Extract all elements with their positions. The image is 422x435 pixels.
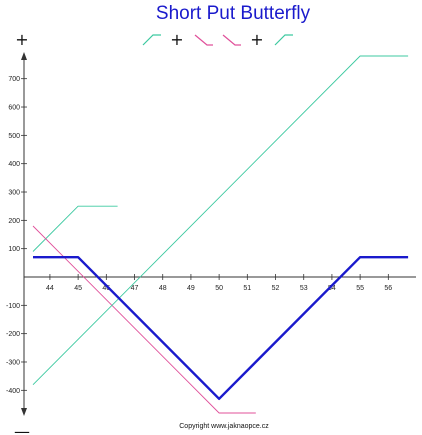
legend-operator: + — [170, 30, 183, 49]
y-tick-label: 500 — [8, 133, 20, 140]
x-tick-label: 50 — [215, 285, 223, 292]
x-tick-label: 46 — [102, 285, 110, 292]
y-axis-arrow-up — [21, 52, 27, 60]
copyright-text: Copyright www.jaknaopce.cz — [179, 423, 269, 430]
y-tick-label: -100 — [6, 303, 20, 310]
legend-rising-flat-glyph — [142, 34, 161, 46]
legend: + + — [142, 30, 293, 49]
chart-title: Short Put Butterfly — [156, 3, 311, 24]
legend-rising-flat-glyph — [274, 34, 293, 46]
legend-falling-glyph — [222, 34, 241, 46]
y-axis-arrow-down — [21, 408, 27, 416]
x-tick-label: 52 — [272, 285, 280, 292]
series-line-combined — [33, 256, 409, 400]
y-tick-label: 100 — [8, 246, 20, 253]
x-tick-label: 53 — [300, 285, 308, 292]
y-axis-plus-sign: + — [15, 30, 28, 49]
x-tick-label: 47 — [131, 285, 139, 292]
x-tick-label: 48 — [159, 285, 167, 292]
y-tick-label: -400 — [6, 388, 20, 395]
y-tick-label: -200 — [6, 331, 20, 338]
y-tick-label: 700 — [8, 76, 20, 83]
series-group — [32, 55, 409, 414]
x-tick-label: 44 — [46, 285, 54, 292]
axes: 44 45 46 47 48 49 50 51 52 53 54 55 56 700 600 500 400 30… — [6, 52, 416, 416]
x-tick-label: 54 — [328, 285, 336, 292]
x-tick-label: 56 — [384, 285, 392, 292]
x-tick-label: 55 — [356, 285, 364, 292]
legend-falling-glyph — [194, 34, 213, 46]
x-tick-label: 49 — [187, 285, 195, 292]
y-tick-label: 400 — [8, 161, 20, 168]
series-line-leg-3 — [32, 55, 409, 386]
series-line-leg-2 — [32, 225, 256, 414]
y-axis-minus-sign: — — [14, 422, 30, 435]
series-line-leg-1 — [32, 205, 118, 252]
y-tick-label: -300 — [6, 359, 20, 366]
legend-operator: + — [250, 30, 263, 49]
y-tick-label: 300 — [8, 190, 20, 197]
x-tick-label: 51 — [243, 285, 251, 292]
y-tick-label: 200 — [8, 218, 20, 225]
y-tick-label: 600 — [8, 105, 20, 112]
x-tick-label: 45 — [74, 285, 82, 292]
